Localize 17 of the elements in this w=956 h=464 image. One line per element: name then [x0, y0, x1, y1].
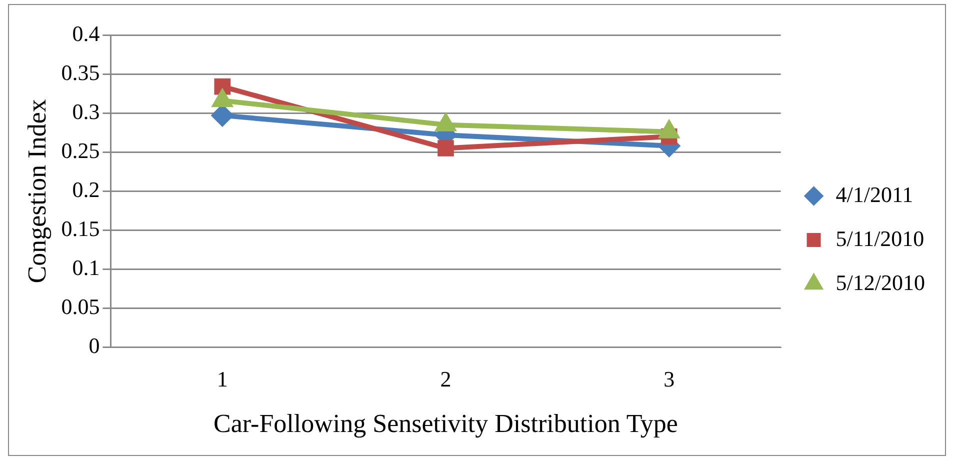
- y-axis-title: Congestion Index: [22, 99, 52, 284]
- x-tick-label: 3: [664, 366, 675, 392]
- legend-label: 4/1/2011: [836, 182, 914, 207]
- x-tick-label: 2: [440, 366, 452, 392]
- x-axis-title: Car-Following Sensetivity Distribution Type: [214, 409, 678, 438]
- y-tick-label: 0.3: [72, 98, 100, 124]
- y-tick-label: 0.25: [61, 138, 100, 163]
- legend-label: 5/11/2010: [836, 226, 924, 251]
- y-tick-label: 0.2: [72, 176, 100, 202]
- y-tick-label: 0: [88, 333, 100, 358]
- x-tick-label: 1: [216, 366, 228, 392]
- y-tick-label: 0.4: [72, 20, 100, 46]
- y-tick-label: 0.1: [72, 255, 100, 280]
- y-tick-label: 0.15: [61, 216, 100, 242]
- y-tick-label: 0.35: [61, 60, 100, 85]
- legend-label: 5/12/2010: [836, 270, 926, 295]
- y-tick-label: 0.05: [61, 294, 100, 320]
